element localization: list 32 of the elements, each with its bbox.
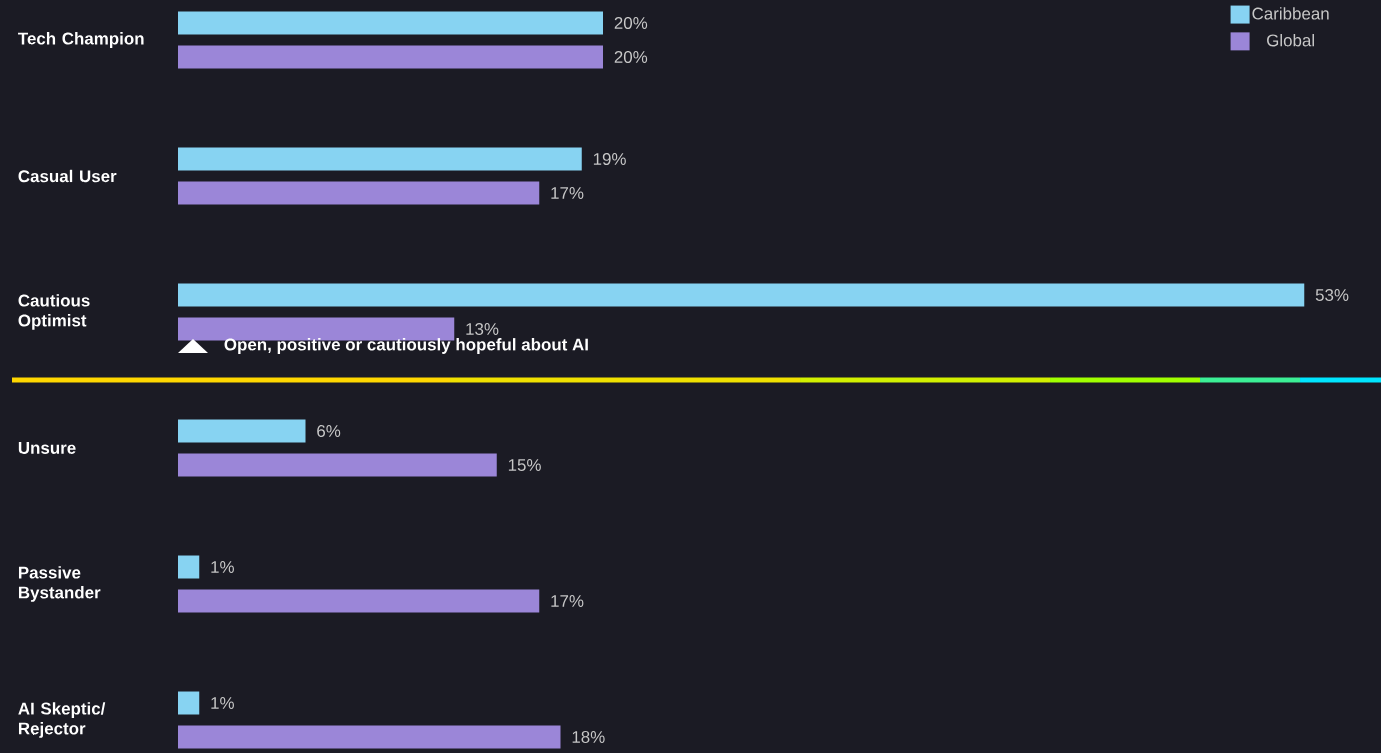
data-label: 17% (551, 187, 584, 199)
legend-label: Global (1267, 33, 1314, 47)
data-label: 17% (551, 595, 584, 607)
y-tick-label: AI Skeptic/ Rejector (18, 702, 106, 738)
data-label: 20% (614, 17, 648, 29)
bar (178, 453, 497, 477)
bar (178, 147, 582, 171)
y-tick-label: Passive Bystander (18, 566, 101, 602)
bar (178, 691, 200, 715)
data-label: 15% (508, 459, 541, 471)
bar (178, 45, 603, 69)
bar (178, 11, 603, 35)
bar (178, 181, 540, 205)
data-label: 19% (593, 153, 626, 165)
y-tick-label: Casual User (18, 169, 117, 183)
bar (178, 589, 540, 613)
bar (178, 725, 561, 749)
legend-label: Caribbean (1252, 7, 1329, 20)
y-tick-label: Tech Champion (18, 32, 144, 48)
y-tick-label: Cautious Optimist (18, 294, 90, 330)
data-label: 53% (1315, 289, 1349, 301)
data-label: 20% (614, 51, 648, 63)
y-tick-label: Unsure (18, 442, 76, 454)
data-label: 1% (211, 561, 234, 573)
bar (178, 555, 200, 579)
bar (178, 419, 306, 443)
data-label: 13% (466, 323, 499, 336)
data-label: 18% (572, 731, 605, 744)
data-label: 1% (211, 697, 234, 709)
data-label: 6% (317, 425, 341, 438)
bar (178, 283, 1305, 307)
annotation: Open, positive or cautiously hopeful about AI (224, 338, 588, 354)
